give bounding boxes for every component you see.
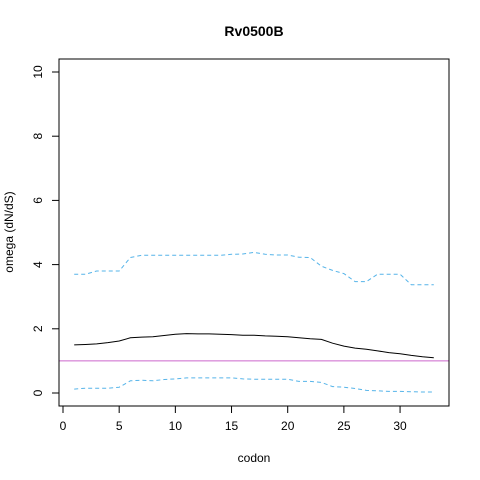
x-tick-label: 20 [281, 419, 295, 433]
x-tick-label: 0 [60, 419, 67, 433]
plot-area [59, 251, 449, 393]
y-tick-label: 4 [31, 261, 45, 268]
x-tick-label: 5 [116, 419, 123, 433]
y-tick-label: 2 [31, 325, 45, 332]
chart-title: Rv0500B [224, 23, 283, 39]
x-tick-label: 10 [169, 419, 183, 433]
x-tick-label: 25 [337, 419, 351, 433]
x-tick-label: 30 [393, 419, 407, 433]
x-tick-label: 15 [225, 419, 239, 433]
series-line-omega [74, 333, 434, 359]
y-tick-label: 8 [31, 133, 45, 140]
y-tick-label: 0 [31, 389, 45, 396]
y-tick-label: 6 [31, 197, 45, 204]
y-tick-label: 10 [31, 65, 45, 79]
axes: 0 5 10 15 20 25 30 0 2 4 6 8 10 [31, 58, 450, 433]
x-axis-label: codon [238, 451, 271, 465]
series-line-upper-bound [74, 251, 434, 286]
series-line-lower-bound [74, 377, 434, 393]
y-axis-label: omega (dN/dS) [2, 191, 16, 272]
